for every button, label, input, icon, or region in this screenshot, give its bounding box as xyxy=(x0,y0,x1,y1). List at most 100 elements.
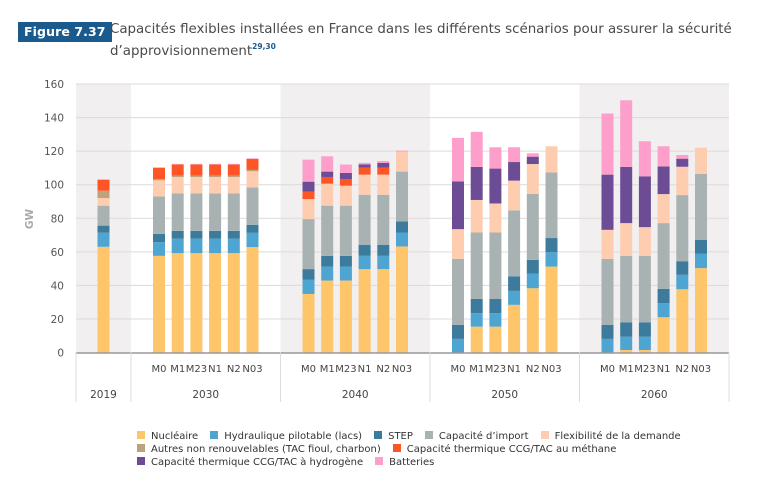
bar-segment-batteries xyxy=(508,147,521,163)
legend-swatch xyxy=(137,444,145,452)
bar-2040-N2 xyxy=(377,161,390,353)
legend-label: Capacité thermique CCG/TAC à hydrogène xyxy=(151,457,364,468)
legend-item: Autres non renouvelables (TAC fioul, cha… xyxy=(137,443,381,456)
bar-segment-hydraulique-pilotable-lacs- xyxy=(545,252,558,267)
bar-segment-flexibilit-de-la-demande xyxy=(377,174,390,195)
x-category-label: N03 xyxy=(242,364,262,375)
bar-segment-capacit-d-import xyxy=(97,205,110,226)
x-category-label: M0 xyxy=(301,364,316,375)
bar-segment-nucl-aire xyxy=(377,269,390,353)
bar-segment-capacit-thermique-ccg-tac-hydrog-ne xyxy=(620,166,633,224)
bar-segment-step xyxy=(396,221,408,233)
bar-segment-hydraulique-pilotable-lacs- xyxy=(695,253,707,269)
bar-segment-capacit-thermique-ccg-tac-hydrog-ne xyxy=(489,168,502,204)
x-category-label: M23 xyxy=(186,364,207,375)
bar-segment-capacit-d-import xyxy=(470,232,483,299)
bar-segment-flexibilit-de-la-demande xyxy=(321,183,334,206)
x-category-label: M23 xyxy=(634,364,655,375)
bar-segment-batteries xyxy=(227,163,240,165)
bar-segment-step xyxy=(377,244,390,256)
y-tick-label: 160 xyxy=(44,79,64,91)
bar-segment-flexibilit-de-la-demande xyxy=(657,194,670,224)
legend-label: Batteries xyxy=(389,457,435,468)
x-group-label: 2050 xyxy=(491,389,518,401)
x-group-label: 2040 xyxy=(342,389,369,401)
bar-segment-flexibilit-de-la-demande xyxy=(227,176,240,194)
x-group-label: 2030 xyxy=(192,389,219,401)
bar-segment-step xyxy=(358,244,371,256)
bar-segment-nucl-aire xyxy=(246,247,259,353)
bar-segment-nucl-aire xyxy=(358,269,371,353)
x-category-label: N03 xyxy=(691,364,711,375)
bar-segment-capacit-thermique-ccg-tac-hydrog-ne xyxy=(339,172,352,179)
x-category-label: N1 xyxy=(208,364,222,375)
figure-title-line2: d’approvisionnement xyxy=(110,44,253,59)
y-tick-label: 40 xyxy=(51,280,64,292)
bar-segment-nucl-aire xyxy=(302,293,315,353)
x-category-label: N1 xyxy=(507,364,521,375)
bar-segment-hydraulique-pilotable-lacs- xyxy=(601,338,614,353)
bar-segment-flexibilit-de-la-demande xyxy=(676,166,689,196)
legend-label: Nucléaire xyxy=(151,431,199,442)
bar-segment-capacit-d-import xyxy=(452,258,464,325)
bar-segment-flexibilit-de-la-demande xyxy=(190,176,203,194)
x-category-label: N2 xyxy=(675,364,689,375)
bar-2040-M23 xyxy=(339,164,352,353)
bar-segment-nucl-aire xyxy=(695,268,707,353)
bar-segment-flexibilit-de-la-demande xyxy=(171,176,184,194)
bar-segment-hydraulique-pilotable-lacs- xyxy=(209,238,222,254)
y-tick-label: 0 xyxy=(57,348,64,360)
legend-label: Autres non renouvelables (TAC fioul, cha… xyxy=(151,444,381,455)
bar-2030-M1 xyxy=(171,163,184,353)
bar-2030-M0 xyxy=(153,167,165,353)
bar-2040-M0 xyxy=(302,159,315,353)
bar-segment-step xyxy=(695,239,707,254)
x-category-label: N1 xyxy=(657,364,671,375)
bar-segment-capacit-thermique-ccg-tac-hydrog-ne xyxy=(302,181,315,192)
bar-segment-capacit-d-import xyxy=(153,196,165,234)
bar-segment-capacit-thermique-ccg-tac-au-m-thane xyxy=(377,167,390,175)
bar-segment-capacit-d-import xyxy=(508,210,521,277)
legend-swatch xyxy=(540,431,549,439)
legend-label: Capacité d’import xyxy=(438,431,529,442)
bar-segment-hydraulique-pilotable-lacs- xyxy=(97,232,110,247)
bar-2040-N1 xyxy=(358,162,371,353)
bar-segment-autres-non-renouvelables-tac-fioul-charbon- xyxy=(246,169,259,172)
bar-segment-step xyxy=(171,230,184,239)
bar-segment-hydraulique-pilotable-lacs- xyxy=(676,274,689,290)
y-axis-label: GW xyxy=(24,208,36,229)
bar-2040-N03 xyxy=(396,150,408,353)
bar-segment-batteries xyxy=(377,161,390,163)
bar-segment-capacit-thermique-ccg-tac-hydrog-ne xyxy=(470,166,483,200)
bar-segment-batteries xyxy=(396,150,408,152)
bar-segment-capacit-d-import xyxy=(377,194,390,245)
bar-segment-hydraulique-pilotable-lacs- xyxy=(452,338,464,353)
y-tick-label: 100 xyxy=(44,180,64,192)
bar-segment-capacit-d-import xyxy=(190,193,203,231)
legend-item: Flexibilité de la demande xyxy=(540,430,681,443)
legend-item: STEP xyxy=(374,430,413,443)
bar-segment-capacit-thermique-ccg-tac-hydrog-ne xyxy=(508,162,521,181)
bar-segment-capacit-thermique-ccg-tac-au-m-thane xyxy=(246,159,259,170)
x-category-label: N2 xyxy=(376,364,390,375)
bar-2030-N03 xyxy=(246,158,259,353)
bar-segment-batteries xyxy=(526,153,539,157)
legend-row: Capacité thermique CCG/TAC à hydrogène Ba… xyxy=(137,456,693,469)
bar-segment-capacit-d-import xyxy=(358,194,371,245)
bar-2030-M23 xyxy=(190,163,203,353)
bars xyxy=(97,100,707,353)
bar-segment-capacit-thermique-ccg-tac-hydrog-ne xyxy=(526,156,539,165)
footnote-reference[interactable]: 29,30 xyxy=(252,42,276,51)
bar-segment-step xyxy=(190,230,203,239)
bar-segment-step xyxy=(545,238,558,253)
bar-2040-M1 xyxy=(321,156,334,353)
legend-swatch xyxy=(137,431,145,439)
bar-segment-flexibilit-de-la-demande xyxy=(339,185,352,206)
x-category-label: N03 xyxy=(541,364,561,375)
bar-segment-flexibilit-de-la-demande xyxy=(508,180,521,211)
bar-2030-N1 xyxy=(209,163,222,353)
bar-segment-flexibilit-de-la-demande xyxy=(489,203,502,233)
bar-segment-step xyxy=(601,324,614,339)
bar-segment-nucl-aire xyxy=(620,349,633,353)
